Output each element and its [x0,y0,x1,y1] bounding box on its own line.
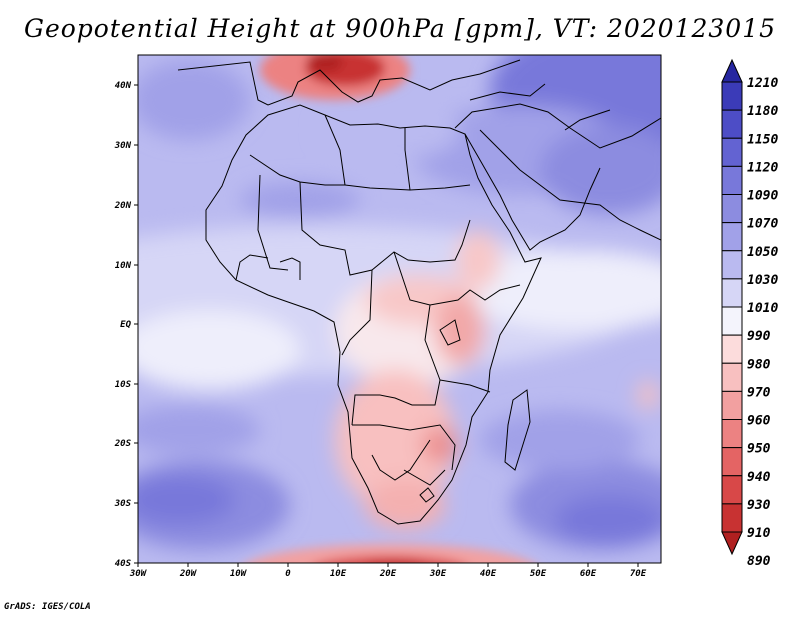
colorbar-level-label: 1010 [747,301,778,316]
colorbar-swatch [721,362,743,392]
colorbar-level-label: 1070 [747,217,778,232]
colorbar-swatch [721,109,743,139]
colorbar-swatch [721,278,743,308]
colorbar-level-label: 950 [747,442,771,457]
lat-tick-label: 10S [115,380,132,390]
colorbar-level-label: 1210 [747,76,778,91]
lon-tick-label: 30E [429,569,447,579]
colorbar-swatch [721,306,743,336]
colorbar-swatch [721,334,743,364]
colorbar-swatch [721,165,743,195]
colorbar-level-label: 960 [747,414,771,429]
colorbar-level-label: 990 [747,329,771,344]
colorbar-swatch [721,390,743,420]
colorbar-swatch [721,447,743,477]
lon-axis: 30W 20W 10W 0 10E 20E 30E 40E 50E 60E 70… [129,563,647,579]
colorbar-level-label: 1180 [747,104,778,119]
lon-tick-label: 20E [379,569,397,579]
lon-tick-label: 30W [129,569,148,579]
colorbar-swatch [721,419,743,449]
lat-tick-label: 30N [114,141,132,151]
lon-tick-label: 10E [330,569,347,579]
colorbar-level-label: 1120 [747,160,778,175]
colorbar-level-label: 890 [747,554,771,569]
colorbar-top-arrow [721,58,743,83]
lat-axis: 40N 30N 20N 10N EQ 10S 20S 30S 40S [114,81,138,569]
colorbar-bottom-arrow [721,531,743,556]
lat-tick-label: 20N [114,201,132,211]
credit-label: GrADS: IGES/COLA [4,602,91,612]
lat-tick-label: 30S [114,499,132,509]
lat-tick-label: EQ [120,320,131,330]
map-title: Geopotential Height at 900hPa [gpm], VT:… [23,14,777,43]
lon-tick-label: 70E [630,569,647,579]
lon-tick-label: 0 [285,569,291,579]
lon-tick-label: 10W [230,569,248,579]
colorbar-level-label: 970 [747,385,771,400]
colorbar-swatch [721,194,743,224]
lat-tick-label: 20S [114,439,132,449]
colorbar-level-label: 1050 [747,245,778,260]
lon-tick-label: 50E [530,569,547,579]
colorbar-level-label: 930 [747,498,771,513]
lat-tick-label: 40S [115,559,132,569]
lon-tick-label: 60E [580,569,597,579]
lat-tick-label: 40N [115,81,132,91]
colorbar-swatch [721,250,743,280]
colorbar-swatch [721,475,743,505]
coastlines [177,59,661,525]
map-frame [137,54,662,564]
colorbar-swatch [721,503,743,533]
height-field [138,55,661,563]
colorbar-swatch [721,222,743,252]
colorbar-swatch [721,81,743,111]
colorbar-swatch [721,137,743,167]
colorbar: 1210 1180 1150 1120 1090 1070 1050 1030 1010 990 9… [721,58,778,569]
lon-tick-label: 20W [179,569,198,579]
colorbar-level-label: 940 [747,470,771,485]
colorbar-level-label: 1030 [747,273,778,288]
lat-tick-label: 10N [115,261,132,271]
colorbar-level-label: 910 [747,526,771,541]
colorbar-level-label: 1150 [747,132,778,147]
lon-tick-label: 40E [480,569,497,579]
colorbar-level-label: 1090 [747,189,778,204]
colorbar-level-label: 980 [747,357,771,372]
